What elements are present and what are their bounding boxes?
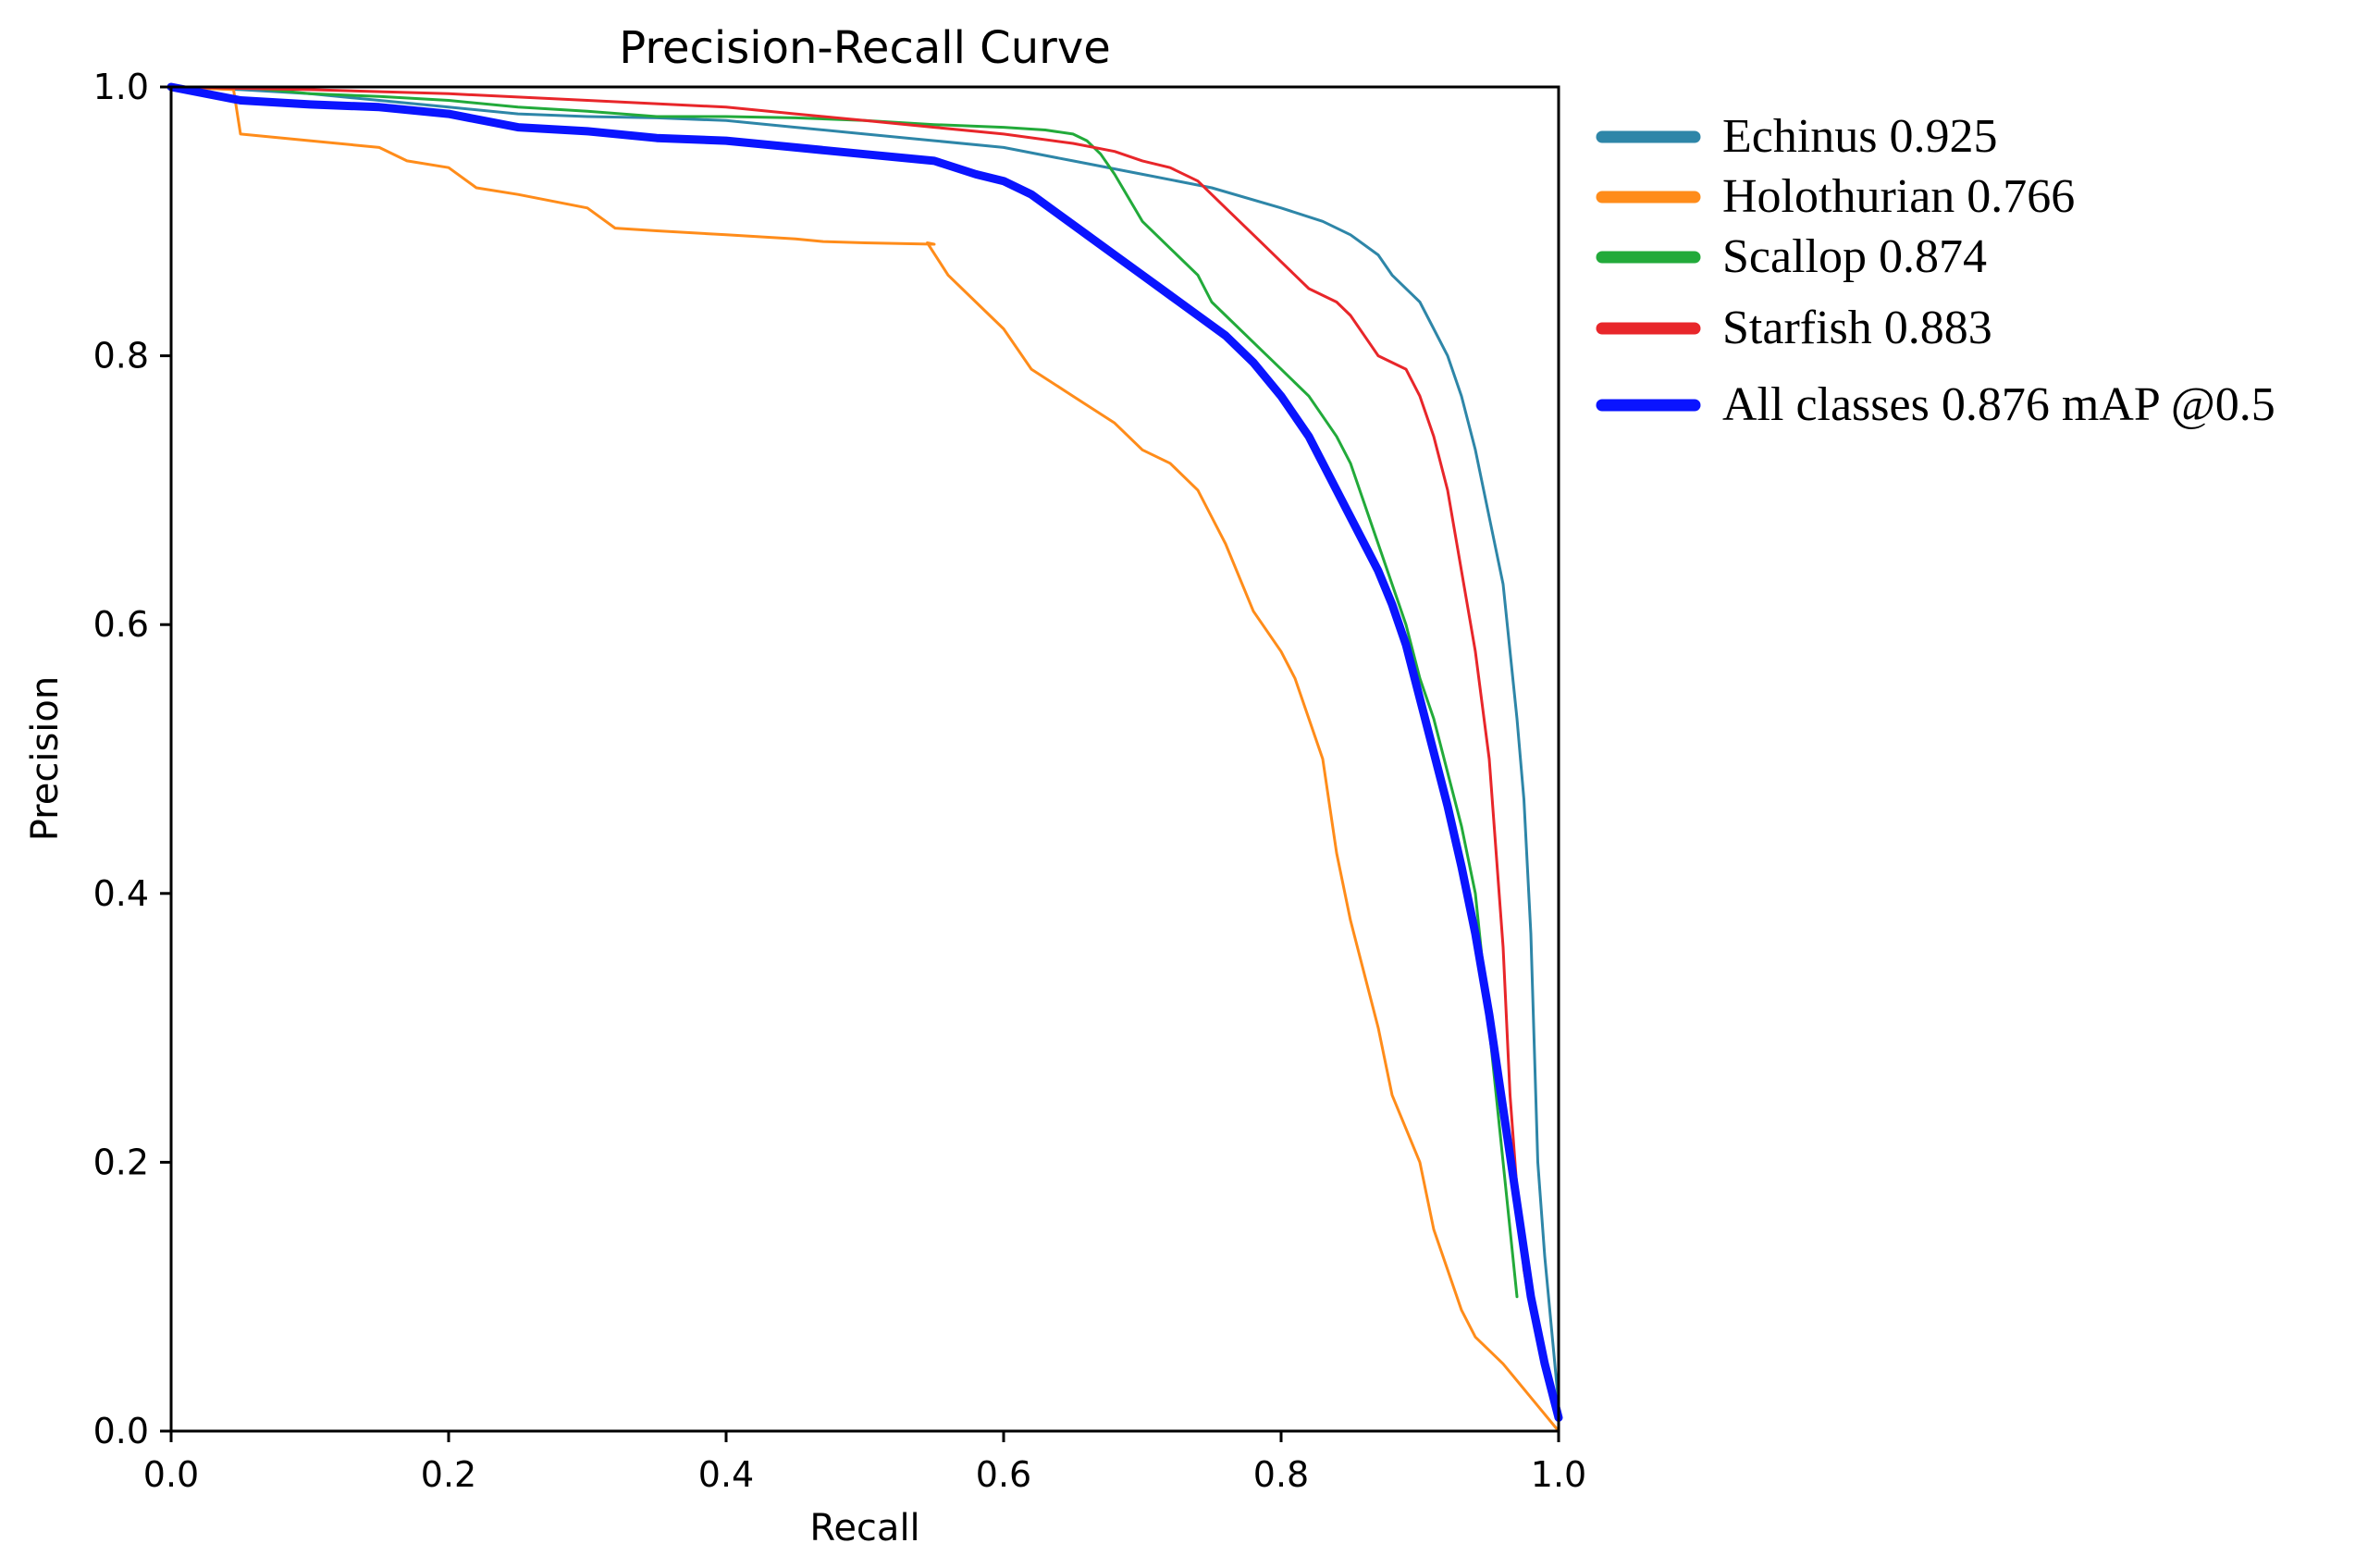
legend-label-all-classes: All classes 0.876 mAP @0.5	[1722, 378, 2275, 431]
y-tick-label: 0.0	[93, 1411, 149, 1451]
y-tick-label: 0.4	[93, 873, 149, 914]
y-tick-label: 1.0	[93, 67, 149, 107]
y-tick-label: 0.6	[93, 604, 149, 645]
x-axis-ticks: 0.0 0.2 0.4 0.6 0.8 1.0	[143, 1431, 1586, 1495]
series-line-starfish	[169, 85, 1533, 1312]
x-axis-label: Recall	[809, 1507, 919, 1549]
series-layer	[166, 82, 1563, 1433]
legend: Echinus 0.925 Holothurian 0.766 Scallop 0.…	[1596, 110, 2275, 431]
series-line-echinus	[169, 85, 1560, 1406]
series-line-holothurian	[169, 85, 1560, 1433]
x-tick-label: 0.0	[143, 1454, 199, 1495]
series-line-scallop	[169, 85, 1519, 1299]
legend-label-echinus: Echinus 0.925	[1722, 110, 1998, 163]
x-tick-label: 0.6	[976, 1454, 1031, 1495]
x-tick-label: 1.0	[1531, 1454, 1586, 1495]
plot-frame	[169, 85, 1560, 1433]
x-tick-label: 0.8	[1253, 1454, 1309, 1495]
series-line-all-classes	[166, 82, 1563, 1422]
y-tick-label: 0.8	[93, 336, 149, 377]
y-axis-label: Precision	[24, 676, 67, 841]
y-tick-label: 0.2	[93, 1142, 149, 1182]
x-tick-label: 0.4	[698, 1454, 754, 1495]
x-tick-label: 0.2	[421, 1454, 476, 1495]
chart-title: Precision-Recall Curve	[619, 22, 1111, 74]
legend-label-scallop: Scallop 0.874	[1722, 230, 1987, 283]
y-axis-ticks: 0.0 0.2 0.4 0.6 0.8 1.0	[93, 67, 171, 1451]
legend-label-holothurian: Holothurian 0.766	[1722, 170, 2075, 223]
legend-label-starfish: Starfish 0.883	[1722, 302, 1992, 354]
